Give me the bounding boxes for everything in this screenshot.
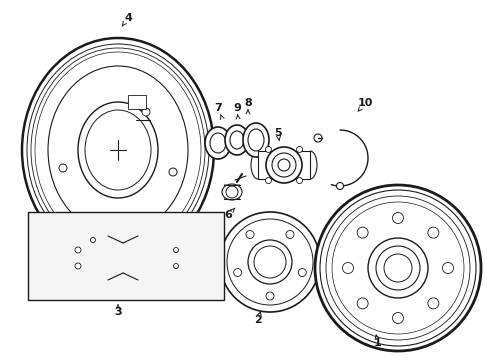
Circle shape bbox=[265, 292, 273, 300]
Circle shape bbox=[392, 312, 403, 324]
Text: 10: 10 bbox=[357, 98, 372, 108]
Circle shape bbox=[59, 164, 67, 172]
Ellipse shape bbox=[204, 127, 230, 159]
Circle shape bbox=[123, 213, 133, 223]
Ellipse shape bbox=[265, 147, 302, 183]
Text: 5: 5 bbox=[274, 128, 281, 138]
Bar bbox=[128, 95, 146, 109]
Circle shape bbox=[442, 262, 452, 274]
Circle shape bbox=[105, 213, 115, 223]
Ellipse shape bbox=[278, 159, 289, 171]
Circle shape bbox=[75, 247, 81, 253]
Text: 1: 1 bbox=[373, 338, 381, 348]
Bar bbox=[28, 212, 224, 300]
Circle shape bbox=[336, 183, 343, 189]
Circle shape bbox=[169, 168, 177, 176]
Ellipse shape bbox=[224, 125, 248, 155]
Circle shape bbox=[296, 147, 302, 152]
Text: 4: 4 bbox=[124, 13, 132, 23]
Circle shape bbox=[225, 186, 238, 198]
Text: 7: 7 bbox=[214, 103, 222, 113]
Text: 9: 9 bbox=[233, 103, 241, 113]
Text: 3: 3 bbox=[114, 307, 122, 317]
Circle shape bbox=[173, 264, 178, 269]
Circle shape bbox=[313, 134, 321, 142]
Text: 8: 8 bbox=[244, 98, 251, 108]
Ellipse shape bbox=[222, 184, 242, 200]
Circle shape bbox=[342, 262, 353, 274]
Circle shape bbox=[265, 177, 271, 184]
Circle shape bbox=[173, 248, 178, 252]
Circle shape bbox=[392, 212, 403, 224]
Circle shape bbox=[356, 227, 367, 238]
Circle shape bbox=[298, 269, 305, 276]
Text: 6: 6 bbox=[224, 210, 231, 220]
Circle shape bbox=[90, 238, 95, 243]
Circle shape bbox=[427, 227, 438, 238]
Circle shape bbox=[285, 230, 293, 238]
Ellipse shape bbox=[22, 38, 214, 262]
Circle shape bbox=[265, 147, 271, 152]
Circle shape bbox=[75, 263, 81, 269]
Circle shape bbox=[233, 269, 241, 276]
Circle shape bbox=[142, 108, 150, 116]
Circle shape bbox=[427, 298, 438, 309]
Ellipse shape bbox=[314, 185, 480, 351]
Circle shape bbox=[356, 298, 367, 309]
Ellipse shape bbox=[243, 123, 268, 157]
Text: 2: 2 bbox=[254, 315, 262, 325]
Circle shape bbox=[296, 177, 302, 184]
Bar bbox=[258, 151, 309, 179]
Ellipse shape bbox=[220, 212, 319, 312]
Circle shape bbox=[245, 230, 253, 238]
